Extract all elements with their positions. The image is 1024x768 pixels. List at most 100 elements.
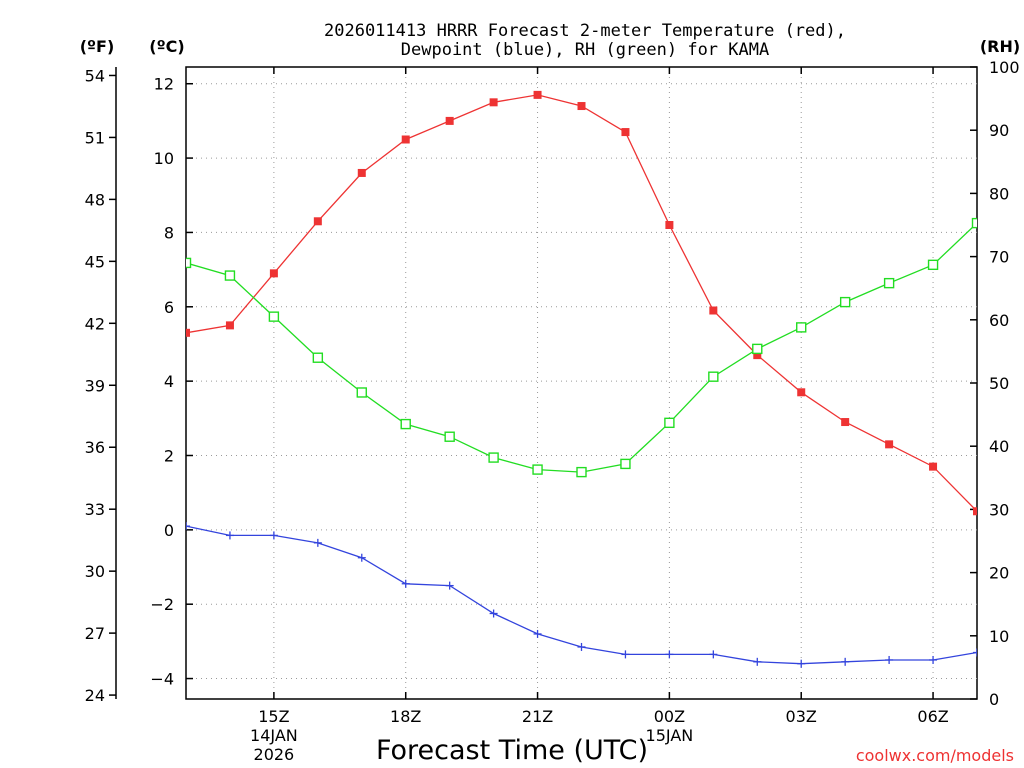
time-tick-label: 18Z <box>390 707 421 726</box>
series-layer <box>186 90 977 668</box>
rh-point <box>796 322 807 333</box>
temperature-point <box>709 306 718 315</box>
dewpoint-point <box>489 609 498 618</box>
x-axis-label: Forecast Time (UTC) <box>376 735 648 766</box>
rh-line <box>186 222 977 473</box>
rh-point <box>488 452 499 463</box>
dewpoint-point <box>753 657 762 666</box>
dewpoint-point <box>533 629 542 638</box>
rh-point <box>576 466 587 478</box>
dewpoint-point <box>709 650 718 659</box>
fahrenheit-tick-label: 45 <box>85 252 105 271</box>
dewpoint-point <box>577 642 586 651</box>
temperature-point <box>186 328 190 337</box>
rh-point <box>312 352 324 363</box>
series-rh <box>186 217 977 478</box>
fahrenheit-tick-label: 30 <box>85 562 105 581</box>
celsius-tick-label: 2 <box>164 446 174 465</box>
time-tick-label: 21Z <box>522 707 553 726</box>
dewpoint-point <box>621 650 630 659</box>
temperature-point <box>401 135 410 144</box>
fahrenheit-axis: 54 51 48 45 42 39 36 33 30 27 24 <box>85 66 116 705</box>
temperature-point <box>665 221 674 229</box>
celsius-axis: 12 10 8 6 4 2 0 −2 −4 <box>150 75 193 689</box>
rh-point <box>971 217 977 229</box>
temperature-line <box>186 94 977 512</box>
temperature-point <box>533 90 542 99</box>
chart-title-line-1: 2026011413 HRRR Forecast 2-meter Tempera… <box>324 21 846 41</box>
rh-tick-label: 30 <box>989 500 1009 519</box>
celsius-tick-label: −4 <box>150 670 174 689</box>
temperature-point <box>269 269 278 278</box>
temperature-point <box>797 388 806 397</box>
time-tick-label: 03Z <box>786 707 817 726</box>
dewpoint-point <box>929 655 938 664</box>
rh-unit-label: (RH) <box>980 37 1020 56</box>
rh-tick-label: 50 <box>989 374 1009 393</box>
rh-tick-label: 40 <box>989 437 1009 456</box>
fahrenheit-tick-label: 33 <box>85 500 105 519</box>
dewpoint-point <box>841 657 850 666</box>
rh-point <box>708 371 719 382</box>
dewpoint-point <box>186 522 190 531</box>
series-temperature <box>186 90 977 516</box>
rh-tick-label: 70 <box>989 248 1009 267</box>
rh-point <box>664 417 675 429</box>
rh-point <box>839 296 851 308</box>
rh-point <box>620 458 631 470</box>
fahrenheit-tick-label: 39 <box>85 376 105 395</box>
chart-title-line-2: Dewpoint (blue), RH (green) for KAMA <box>401 40 769 60</box>
temperature-point <box>445 116 454 125</box>
dewpoint-point <box>357 553 366 562</box>
dewpoint-point <box>269 531 278 540</box>
time-tick-label: 15Z <box>258 707 289 726</box>
rh-point <box>883 277 895 289</box>
dewpoint-point <box>401 579 410 588</box>
rh-point <box>268 311 280 322</box>
rh-point <box>927 259 939 271</box>
celsius-tick-label: −2 <box>150 595 174 614</box>
dewpoint-point <box>885 655 894 664</box>
time-date-label: 14JAN <box>250 726 298 745</box>
rh-point <box>224 270 236 281</box>
celsius-tick-label: 0 <box>164 521 174 540</box>
celsius-tick-label: 8 <box>164 223 174 242</box>
time-tick-label: 06Z <box>917 707 948 726</box>
rh-point <box>400 418 411 430</box>
temperature-point <box>885 440 894 449</box>
dewpoint-point <box>665 650 674 659</box>
dewpoint-point <box>973 648 977 657</box>
celsius-unit-label: (ºC) <box>149 37 184 56</box>
rh-tick-label: 10 <box>989 627 1009 646</box>
celsius-tick-label: 4 <box>164 372 174 391</box>
rh-point <box>356 387 367 398</box>
temperature-point <box>577 102 586 111</box>
time-tick-label: 00Z <box>654 707 685 726</box>
grid-lines <box>186 67 977 699</box>
dewpoint-point <box>313 538 322 547</box>
rh-tick-label: 60 <box>989 311 1009 330</box>
temperature-point <box>841 418 850 427</box>
temperature-point <box>753 351 762 360</box>
series-dewpoint <box>186 522 977 668</box>
rh-point <box>186 257 192 269</box>
fahrenheit-tick-label: 42 <box>85 314 105 333</box>
time-year-label: 2026 <box>254 745 295 764</box>
dewpoint-point <box>445 581 454 590</box>
rh-tick-label: 90 <box>989 121 1009 140</box>
fahrenheit-unit-label: (ºF) <box>80 37 115 56</box>
watermark: coolwx.com/models <box>856 746 1014 765</box>
fahrenheit-tick-label: 24 <box>85 686 105 705</box>
temperature-point <box>929 462 938 471</box>
temperature-point <box>313 217 322 226</box>
temperature-point <box>973 507 977 516</box>
rh-tick-label: 80 <box>989 184 1009 203</box>
fahrenheit-tick-label: 27 <box>85 624 105 643</box>
temperature-point <box>489 98 498 107</box>
rh-tick-label: 20 <box>989 564 1009 583</box>
celsius-tick-label: 10 <box>154 149 174 168</box>
temperature-point <box>621 128 630 137</box>
time-date-label: 15JAN <box>646 726 694 745</box>
